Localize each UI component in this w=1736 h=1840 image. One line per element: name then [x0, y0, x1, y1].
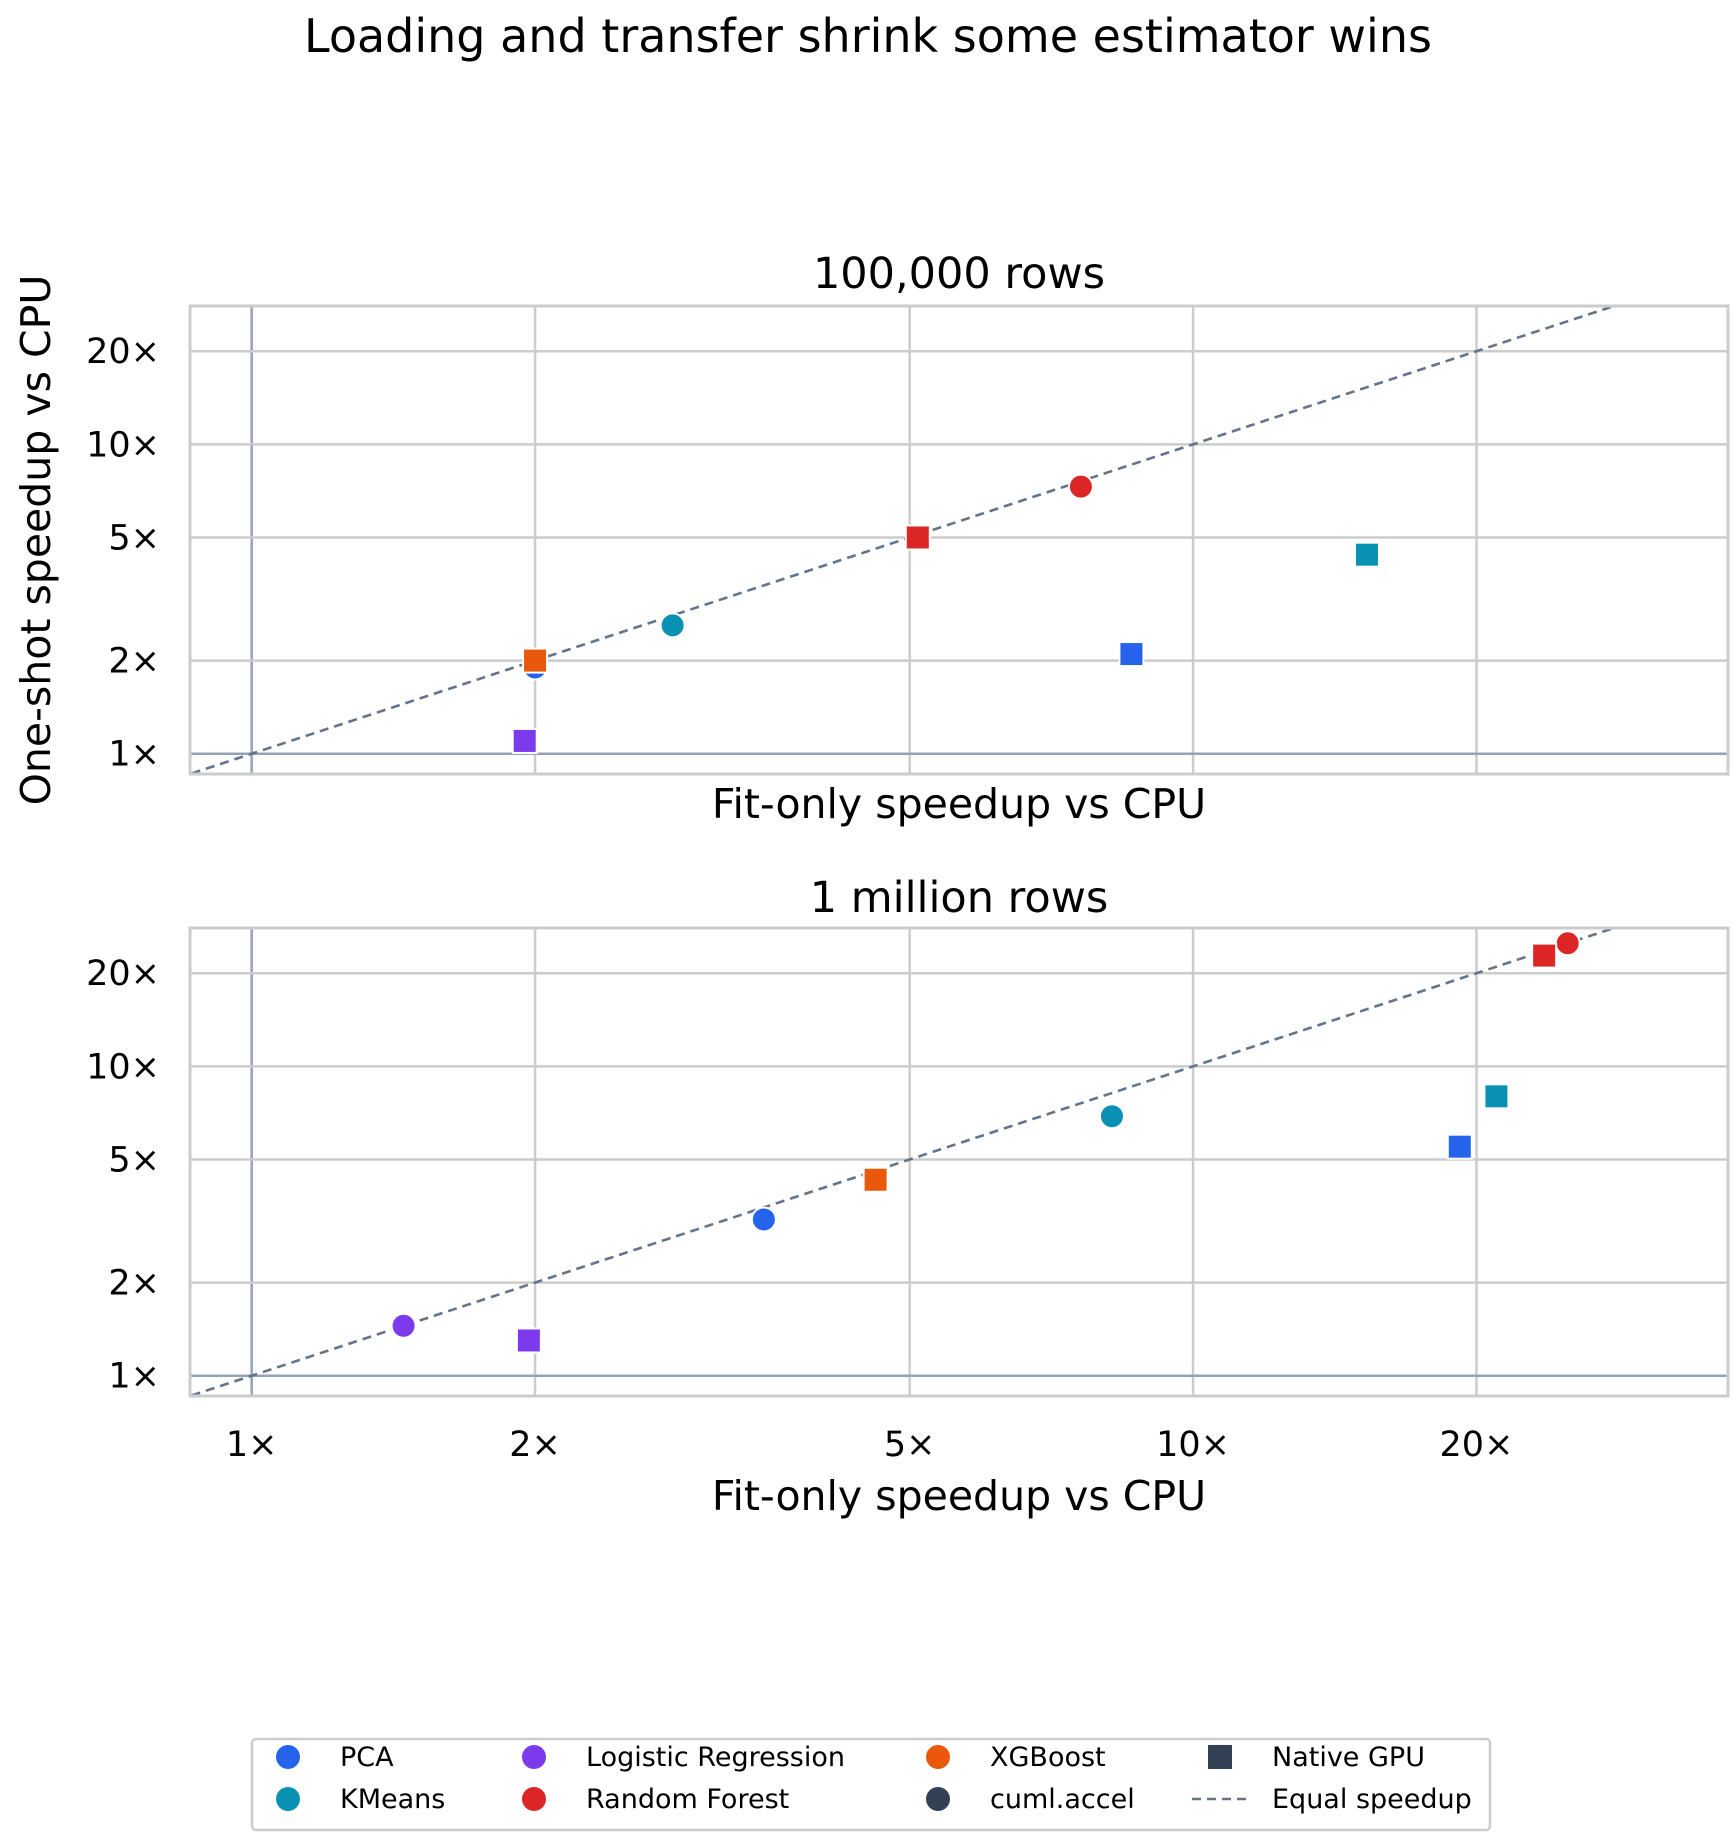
legend-logistic-regression-marker [522, 1745, 546, 1769]
legend-native-gpu-marker [1208, 1745, 1232, 1769]
legend-equal-speedup-label: Equal speedup [1272, 1784, 1472, 1815]
y-tick-label: 5× [108, 1140, 160, 1180]
random-forest-native-gpu-point [1531, 942, 1558, 969]
legend: PCA KMeans Logistic Regression Random Fores… [250, 1737, 1492, 1832]
legend-xgboost-label: XGBoost [990, 1742, 1106, 1773]
legend-cuml-accel-marker [926, 1787, 950, 1811]
legend-pca-label: PCA [340, 1742, 394, 1773]
pca-native-gpu-point [1118, 641, 1145, 668]
panel-title: 1 million rows [810, 873, 1109, 923]
panel-1: 100,000 rows 1× 2× 5× 10× 20× Fit-only speedup… [86, 249, 1730, 828]
shared-y-axis-label: One-shot speedup vs CPU [12, 275, 60, 806]
pca-cuml-accel-point [750, 1206, 777, 1233]
y-tick-label: 10× [86, 1047, 160, 1087]
random-forest-cuml-accel-point [1067, 473, 1094, 500]
logistic-regression-cuml-accel-point [390, 1312, 417, 1339]
legend-kmeans-label: KMeans [340, 1784, 445, 1815]
random-forest-cuml-accel-point [1554, 930, 1581, 957]
y-tick-label: 1× [108, 735, 160, 775]
kmeans-native-gpu-point [1483, 1083, 1510, 1110]
legend-random-forest-marker [522, 1787, 546, 1811]
legend-native-gpu-label: Native GPU [1272, 1742, 1425, 1773]
panel-2: 1 million rows 1× 2× 5× 10× 20× 1× 2× 5× 10× 20× Fi… [86, 873, 1730, 1520]
kmeans-cuml-accel-point [659, 612, 686, 639]
logistic-regression-native-gpu-point [511, 727, 538, 754]
y-tick-label: 2× [108, 1264, 160, 1304]
x-axis-label: Fit-only speedup vs CPU [712, 1472, 1206, 1520]
x-tick-label: 10× [1156, 1425, 1230, 1465]
x-tick-label: 5× [884, 1425, 936, 1465]
legend-xgboost-marker [926, 1745, 950, 1769]
legend-frame [250, 1737, 1492, 1832]
x-tick-label: 1× [226, 1425, 278, 1465]
kmeans-cuml-accel-point [1098, 1103, 1125, 1130]
x-axis-label: Fit-only speedup vs CPU [712, 780, 1206, 828]
figure-title: Loading and transfer shrink some estimat… [304, 9, 1432, 63]
y-tick-label: 20× [86, 332, 160, 372]
xgboost-native-gpu-point [522, 647, 549, 674]
plot-frame [188, 926, 1730, 1398]
plot-frame [188, 304, 1730, 776]
kmeans-native-gpu-point [1353, 541, 1380, 568]
y-tick-label: 1× [108, 1357, 160, 1397]
legend-cuml-accel-label: cuml.accel [990, 1784, 1135, 1815]
logistic-regression-native-gpu-point [515, 1327, 542, 1354]
legend-logistic-regression-label: Logistic Regression [586, 1742, 845, 1773]
y-tick-label: 2× [108, 642, 160, 682]
panel-title: 100,000 rows [813, 249, 1105, 299]
y-tick-label: 20× [86, 954, 160, 994]
legend-random-forest-label: Random Forest [586, 1784, 789, 1815]
y-tick-label: 10× [86, 425, 160, 465]
y-tick-label: 5× [108, 518, 160, 558]
xgboost-native-gpu-point [862, 1166, 889, 1193]
pca-native-gpu-point [1446, 1133, 1473, 1160]
legend-pca-marker [276, 1745, 300, 1769]
x-tick-label: 20× [1440, 1425, 1514, 1465]
legend-kmeans-marker [276, 1787, 300, 1811]
x-tick-label: 2× [509, 1425, 561, 1465]
random-forest-native-gpu-point [904, 524, 931, 551]
